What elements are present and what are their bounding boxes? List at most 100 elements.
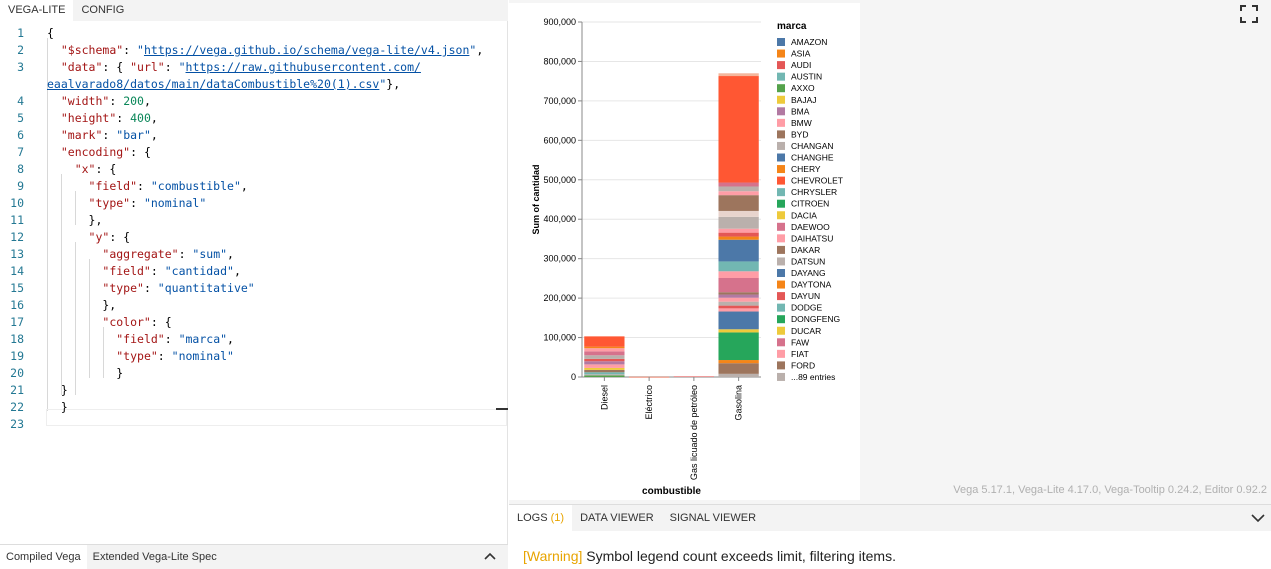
legend-swatch [777,199,785,208]
code-line[interactable]: 1{ [0,25,508,42]
line-number: 7 [17,145,24,159]
legend-swatch [777,84,785,93]
legend-swatch [777,188,785,197]
code-text: "type": "nominal" [88,196,207,210]
fullscreen-icon[interactable] [1239,4,1259,24]
code-line[interactable]: 12 "y": { [0,229,508,246]
y-tick-label: 700,000 [543,96,576,106]
code-text: } [47,400,68,414]
code-line[interactable]: 22 } [0,399,508,416]
bar-segment [584,355,625,359]
code-line[interactable]: 5 "height": 400, [0,110,508,127]
code-line[interactable]: 13 "aggregate": "sum", [0,246,508,263]
code-text: "data": { "url": "https://raw.githubuser… [60,60,421,74]
code-line[interactable]: 9 "field": "combustible", [0,178,508,195]
bar-segment [718,236,759,240]
y-tick-label: 400,000 [543,214,576,224]
legend-label: BMA [791,106,810,116]
bar-chart[interactable]: 0 100,000 200,000 300,000 400,000 500,000 600,… [509,3,860,500]
bar-segment [718,332,759,361]
legend-label: AXXO [791,83,815,93]
legend-label: CHRYSLER [791,187,837,197]
x-axis-title: combustible [642,486,701,497]
chevron-down-icon[interactable] [1251,512,1265,524]
bar-segment [718,261,759,272]
code-text: "y": { [88,230,131,244]
tab-config[interactable]: CONFIG [81,4,125,16]
legend-label: FIAT [791,349,809,359]
code-line[interactable]: 19 "type": "nominal" [0,348,508,365]
code-text: "mark": "bar", [60,128,158,142]
legend-label: DODGE [791,303,823,313]
current-line-highlight [46,409,507,426]
tab-data-viewer[interactable]: DATA VIEWER [580,512,654,524]
legend-label: DATSUN [791,256,825,266]
tab-logs[interactable]: LOGS (1) [509,505,573,531]
legend-label: ASIA [791,49,811,59]
code-line[interactable]: 14 "field": "cantidad", [0,263,508,280]
code-text: "$schema": "https://vega.github.io/schem… [60,43,484,57]
bar-segment [718,232,759,237]
bar-segment [718,297,759,302]
code-line[interactable]: eaalvarado8/datos/main/dataCombustible%2… [0,76,508,93]
code-line[interactable]: 20 } [0,365,508,382]
legend-swatch [777,153,785,162]
bar-segment [584,346,625,349]
tab-extended-spec[interactable]: Extended Vega-Lite Spec [92,551,217,563]
chevron-up-icon[interactable] [484,551,496,563]
bar-segment [718,195,759,211]
legend-swatch [777,372,785,381]
code-text: { [47,26,54,40]
line-number: 10 [10,196,24,210]
legend-swatch [777,95,785,104]
code-text: "aggregate": "sum", [102,247,234,261]
code-line[interactable]: 4 "width": 200, [0,93,508,110]
code-text: "x": { [74,162,117,176]
line-number: 5 [17,111,24,125]
code-line[interactable]: 10 "type": "nominal" [0,195,508,212]
legend-label: AUDI [791,60,811,70]
code-line[interactable]: 11 }, [0,212,508,229]
bar-segment [718,239,759,262]
line-number: 11 [10,213,24,227]
code-editor[interactable]: 1{2 "$schema": "https://vega.github.io/s… [0,21,508,431]
code-line[interactable]: 7 "encoding": { [0,144,508,161]
log-output: [Warning] Symbol legend count exceeds li… [509,531,1271,569]
logs-label: LOGS [517,512,548,524]
warning-text: Symbol legend count exceeds limit, filte… [582,548,896,564]
editor-bottom-tabs: Compiled Vega Extended Vega-Lite Spec [0,544,508,569]
bar-segment [718,73,759,77]
code-line[interactable]: 17 "color": { [0,314,508,331]
code-line[interactable]: 6 "mark": "bar", [0,127,508,144]
y-tick-label: 600,000 [543,135,576,145]
code-text: eaalvarado8/datos/main/dataCombustible%2… [47,77,401,91]
x-tick-label: Diesel [599,385,609,410]
bar-segment [718,311,759,330]
code-line[interactable]: 16 }, [0,297,508,314]
code-line[interactable]: 23 [0,416,508,433]
code-line[interactable]: 2 "$schema": "https://vega.github.io/sch… [0,42,508,59]
legend-label: DONGFENG [791,314,840,324]
line-number: 21 [10,383,24,397]
line-number: 18 [10,332,24,346]
code-line[interactable]: 15 "type": "quantitative" [0,280,508,297]
code-line[interactable]: 3 "data": { "url": "https://raw.githubus… [0,59,508,76]
legend-label: BMW [791,118,812,128]
code-line[interactable]: 18 "field": "marca", [0,331,508,348]
y-tick-label: 100,000 [543,333,576,343]
line-number: 23 [10,417,24,431]
code-line[interactable]: 8 "x": { [0,161,508,178]
tab-vega-lite[interactable]: VEGA-LITE [0,0,74,21]
code-text: "type": "nominal" [116,349,234,363]
y-tick-label: 300,000 [543,254,576,264]
tab-signal-viewer[interactable]: SIGNAL VIEWER [669,512,757,524]
line-number: 2 [17,43,24,57]
tab-compiled-vega[interactable]: Compiled Vega [0,545,87,569]
line-number: 1 [17,26,24,40]
code-line[interactable]: 21 } [0,382,508,399]
legend-swatch [777,176,785,185]
scrollbar-marker [496,408,508,410]
legend-label: DAIHATSU [791,233,833,243]
y-tick-label: 200,000 [543,293,576,303]
legend-title: marca [777,21,807,32]
